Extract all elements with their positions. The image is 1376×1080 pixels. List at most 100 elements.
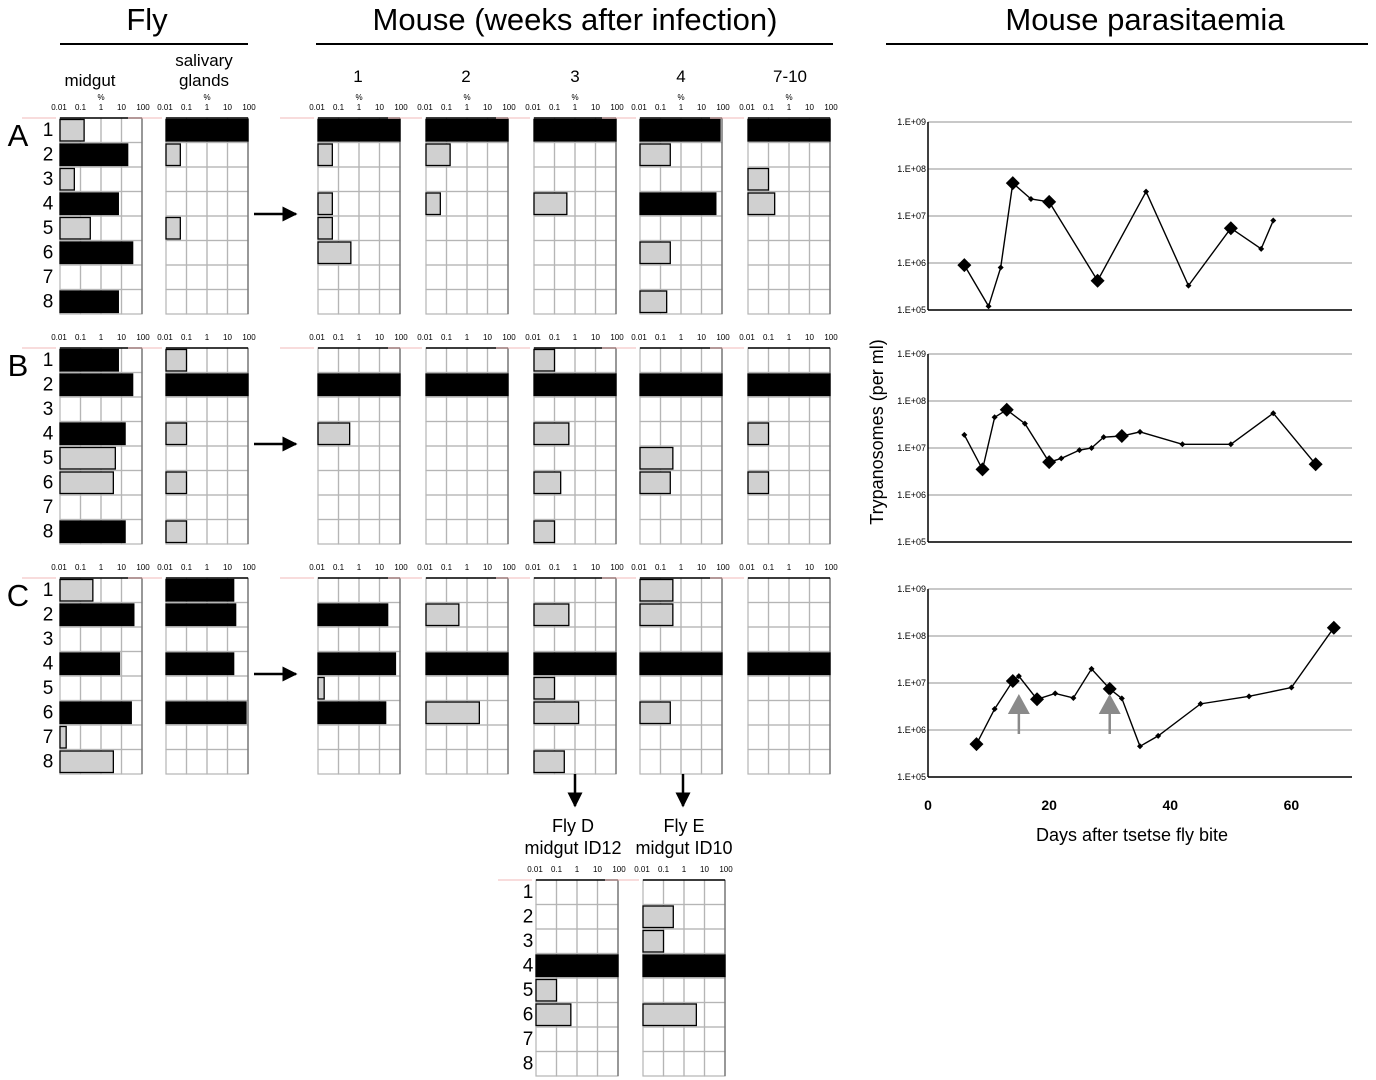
grid-cell — [466, 601, 489, 628]
grid-cell — [700, 141, 723, 168]
grid-cell — [788, 675, 811, 702]
grid-cell — [680, 518, 703, 545]
grid-cell — [317, 166, 340, 193]
grid-cell — [533, 724, 556, 751]
grid-cell — [808, 347, 831, 374]
tick-label: 1 — [99, 563, 104, 572]
grid-cell — [466, 141, 489, 168]
grid-cell — [206, 239, 229, 266]
grid-C-3: 0.01 0.1 1 10 100 — [388, 563, 516, 775]
grid-cell — [445, 577, 468, 604]
grid-cell — [788, 190, 811, 217]
tick-label: 1 — [787, 333, 792, 342]
grid-C-1: 0.01 0.1 1 10 100 — [128, 563, 256, 775]
grid-cell — [445, 190, 468, 217]
header-fly: Fly — [126, 2, 168, 37]
tick-label: 1 — [205, 333, 210, 342]
y-tick-label: 1.E+09 — [897, 117, 926, 127]
bar-dark — [317, 118, 401, 142]
grid-cell — [120, 748, 143, 775]
tick-label: 1 — [573, 103, 578, 112]
bar-dark — [59, 701, 132, 725]
data-point — [1308, 457, 1323, 472]
grid-cell — [486, 264, 509, 291]
tick-label: 100 — [824, 333, 838, 342]
parasitaemia-charts: 1.E+091.E+081.E+071.E+061.E+051.E+091.E+… — [867, 117, 1352, 845]
row-label: 2 — [43, 375, 54, 396]
grid-cell — [703, 928, 726, 955]
grid-cell — [533, 215, 556, 242]
grid-cell — [358, 141, 381, 168]
grid-A-2: 0.01 0.1 1 10 100% — [280, 93, 408, 315]
grid-cell — [185, 190, 208, 217]
grid-cell — [317, 748, 340, 775]
grid-cell — [574, 420, 597, 447]
data-point — [1258, 245, 1265, 252]
row-label: 2 — [523, 907, 534, 928]
bar-dark — [747, 118, 831, 142]
grid-cell — [788, 166, 811, 193]
grid-cell — [594, 347, 617, 374]
grid-cell — [378, 166, 401, 193]
col-label-week-1: 1 — [353, 67, 362, 86]
tick-label: 10 — [591, 103, 600, 112]
grid-cell — [555, 1026, 578, 1053]
grid-cell — [680, 215, 703, 242]
row-label: 3 — [43, 629, 54, 650]
grid-cell — [553, 347, 576, 374]
tick-label: 10 — [223, 333, 232, 342]
grid-cell — [206, 166, 229, 193]
grid-cell — [486, 601, 509, 628]
grid-cell — [576, 1026, 599, 1053]
grid-cell — [535, 1026, 558, 1053]
grid-cell — [378, 396, 401, 423]
grid-cell — [574, 748, 597, 775]
grid-cell — [425, 626, 448, 653]
y-tick-label: 1.E+07 — [897, 678, 926, 688]
grid-cell — [226, 675, 249, 702]
grid-cell — [747, 748, 770, 775]
grid-cell — [808, 190, 831, 217]
tick-label: 1 — [679, 563, 684, 572]
grid-cell — [767, 347, 790, 374]
tick-label: 1 — [465, 333, 470, 342]
bar-light — [535, 1003, 572, 1027]
grid-B-1: 0.01 0.1 1 10 100 — [128, 333, 256, 545]
grid-cell — [808, 469, 831, 496]
bar-light — [425, 192, 441, 216]
grid-cell — [445, 469, 468, 496]
bar-light — [535, 978, 558, 1002]
tick-label: 0.01 — [309, 333, 325, 342]
bar-dark — [165, 701, 247, 725]
bar-light — [747, 471, 770, 495]
grid-cell — [317, 396, 340, 423]
grid-cell — [533, 577, 556, 604]
grid-A-5: 0.01 0.1 1 10 100% — [602, 93, 730, 315]
grid-cell — [639, 215, 662, 242]
grid-cell — [466, 420, 489, 447]
grid-cell — [185, 215, 208, 242]
bar-light — [747, 167, 770, 191]
tick-label: 10 — [483, 333, 492, 342]
grid-cell — [594, 699, 617, 726]
grid-cell — [683, 1050, 706, 1077]
data-point — [1179, 441, 1186, 448]
grid-cell — [466, 748, 489, 775]
grid-B-5: 0.01 0.1 1 10 100 — [602, 333, 730, 545]
grid-cell — [808, 264, 831, 291]
grid-cell — [747, 347, 770, 374]
grid-cell — [185, 724, 208, 751]
grid-cell — [185, 445, 208, 472]
bar-light — [533, 750, 565, 774]
bar-dark — [59, 422, 126, 446]
grid-cell — [594, 469, 617, 496]
grid-cell — [659, 420, 682, 447]
bar-dark — [59, 192, 119, 216]
grid-cell — [808, 675, 831, 702]
panel-label-c: C — [7, 578, 29, 613]
grid-cell — [533, 264, 556, 291]
tick-label: 1 — [357, 333, 362, 342]
grid-cell — [700, 724, 723, 751]
grid-cell — [574, 601, 597, 628]
data-point — [1114, 429, 1129, 444]
